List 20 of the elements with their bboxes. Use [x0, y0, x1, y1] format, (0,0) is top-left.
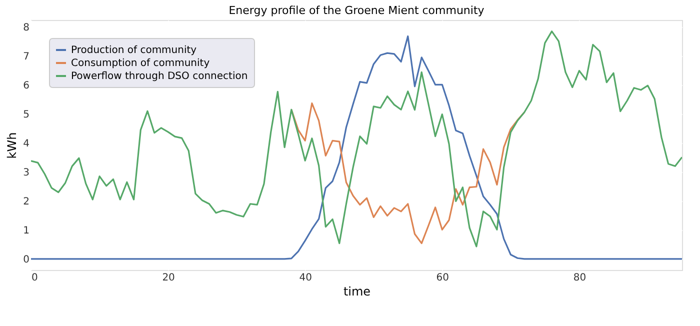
- x-tick-label: 80: [573, 272, 586, 284]
- y-tick-label: 2: [23, 196, 30, 208]
- y-tick-label: 3: [23, 167, 30, 178]
- y-tick-label: 6: [23, 80, 30, 92]
- y-tick-label: 7: [23, 51, 30, 62]
- y-axis-title: kWh: [5, 132, 20, 159]
- x-tick-label: 60: [436, 272, 450, 284]
- y-tick-label: 4: [23, 138, 30, 150]
- x-tick-label: 0: [32, 272, 38, 284]
- y-tick-label: 1: [23, 225, 30, 236]
- y-tick-label: 8: [23, 22, 30, 34]
- legend-label: Consumption of community: [71, 58, 210, 69]
- chart-title: Energy profile of the Groene Mient community: [228, 4, 485, 17]
- x-axis-title: time: [343, 284, 371, 298]
- x-tick-label: 40: [299, 272, 312, 284]
- y-tick-label: 5: [23, 109, 30, 120]
- legend-label: Production of community: [71, 45, 197, 56]
- y-tick-label: 0: [23, 254, 30, 266]
- x-tick-label: 20: [162, 272, 175, 284]
- legend-label: Powerflow through DSO connection: [71, 71, 248, 82]
